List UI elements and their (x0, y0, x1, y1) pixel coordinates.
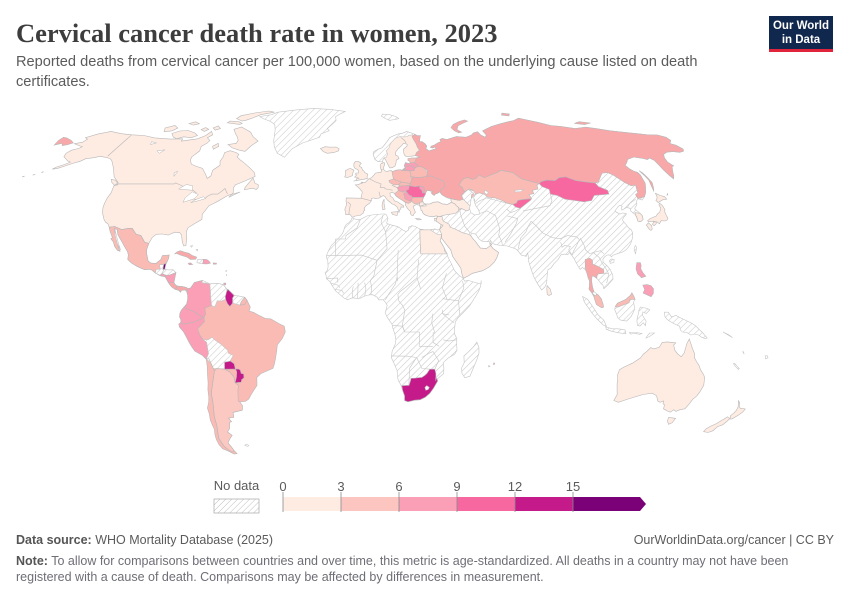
svg-text:0: 0 (279, 479, 286, 494)
svg-text:6: 6 (395, 479, 402, 494)
svg-text:3: 3 (337, 479, 344, 494)
svg-text:15: 15 (566, 479, 580, 494)
svg-text:No data: No data (214, 478, 260, 493)
svg-text:9: 9 (453, 479, 460, 494)
svg-text:12: 12 (508, 479, 522, 494)
